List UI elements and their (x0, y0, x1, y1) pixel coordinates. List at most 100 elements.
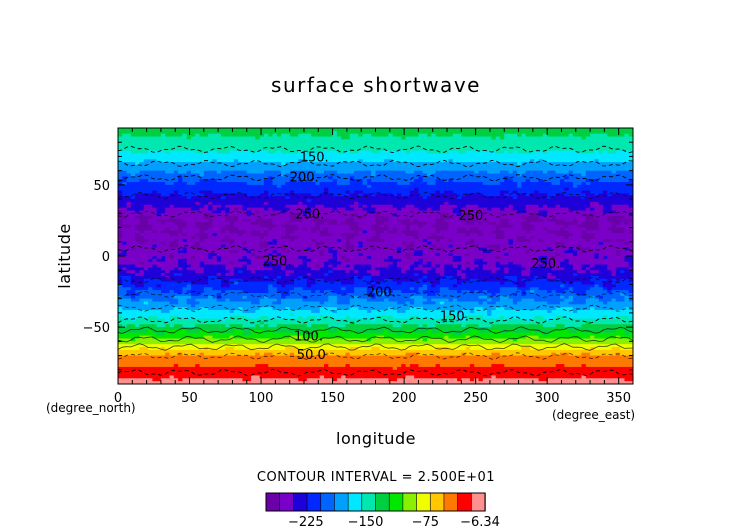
field-cell (620, 204, 626, 209)
field-cell (298, 170, 304, 175)
field-cell (422, 153, 428, 158)
field-cell (143, 139, 149, 143)
field-cell (534, 128, 540, 132)
field-cell (143, 176, 149, 180)
field-cell (319, 236, 325, 240)
field-cell (611, 184, 617, 189)
field-cell (178, 167, 183, 172)
field-cell (439, 147, 445, 152)
field-cell (315, 130, 321, 135)
field-cell (444, 190, 450, 195)
field-cell (469, 230, 475, 234)
field-cell (530, 156, 535, 160)
field-cell (504, 136, 510, 140)
field-cell (396, 193, 402, 197)
field-cell (143, 224, 149, 229)
field-cell (311, 204, 317, 209)
field-cell (319, 187, 325, 192)
field-cell (452, 207, 458, 212)
field-cell (405, 153, 411, 158)
field-cell (560, 230, 565, 234)
field-cell (375, 147, 381, 152)
field-cell (474, 224, 480, 229)
field-cell (203, 233, 209, 237)
field-cell (259, 145, 265, 149)
field-cell (564, 193, 570, 197)
field-cell (418, 199, 424, 203)
field-cell (487, 184, 492, 189)
field-cell (512, 136, 518, 140)
field-cell (444, 201, 450, 206)
field-cell (607, 176, 613, 180)
field-cell (482, 173, 488, 177)
field-cell (508, 162, 514, 166)
field-cell (482, 164, 488, 169)
field-cell (139, 176, 145, 180)
field-cell (457, 153, 462, 158)
field-cell (624, 128, 630, 132)
field-cell (422, 184, 428, 189)
field-cell (457, 179, 462, 183)
field-cell (598, 196, 604, 200)
field-cell (418, 184, 424, 189)
field-cell (409, 187, 415, 192)
field-cell (396, 170, 402, 175)
field-cell (521, 179, 527, 183)
field-cell (289, 147, 295, 152)
field-cell (208, 153, 214, 158)
field-cell (336, 156, 342, 160)
field-cell (135, 233, 141, 237)
field-cell (439, 170, 445, 175)
field-cell (345, 233, 351, 237)
chart-title: surface shortwave (271, 73, 481, 97)
field-cell (289, 167, 295, 172)
field-cell (212, 227, 218, 231)
field-cell (246, 142, 252, 146)
field-cell (525, 176, 531, 180)
field-cell (628, 156, 633, 160)
field-cell (263, 176, 269, 180)
field-cell (435, 187, 441, 192)
field-cell (259, 167, 265, 172)
field-cell (148, 142, 153, 146)
field-cell (152, 142, 158, 146)
field-cell (366, 233, 372, 237)
field-cell (212, 150, 218, 155)
field-cell (409, 236, 415, 240)
field-cell (611, 170, 617, 175)
field-cell (135, 224, 141, 229)
field-cell (328, 139, 334, 143)
field-cell (362, 219, 368, 223)
field-cell (371, 224, 377, 229)
field-cell (521, 176, 527, 180)
field-cell (143, 167, 149, 172)
field-cell (422, 139, 428, 143)
field-cell (366, 207, 372, 212)
field-cell (276, 128, 282, 132)
field-cell (242, 133, 248, 138)
field-cell (504, 233, 510, 237)
field-cell (396, 176, 402, 180)
field-cell (585, 207, 591, 212)
field-cell (251, 204, 256, 209)
field-cell (349, 150, 355, 155)
field-cell (199, 156, 205, 160)
field-cell (238, 139, 244, 143)
field-cell (341, 190, 347, 195)
field-cell (452, 187, 458, 192)
field-cell (190, 227, 196, 231)
field-cell (225, 233, 231, 237)
field-cell (435, 130, 441, 135)
field-cell (143, 236, 149, 240)
field-cell (246, 150, 252, 155)
field-cell (530, 227, 535, 231)
field-cell (358, 204, 364, 209)
field-cell (152, 170, 158, 175)
field-cell (315, 164, 321, 169)
field-cell (555, 224, 561, 229)
field-cell (371, 164, 377, 169)
field-cell (229, 139, 235, 143)
field-cell (379, 150, 385, 155)
field-cell (564, 128, 570, 132)
field-cell (302, 193, 308, 197)
